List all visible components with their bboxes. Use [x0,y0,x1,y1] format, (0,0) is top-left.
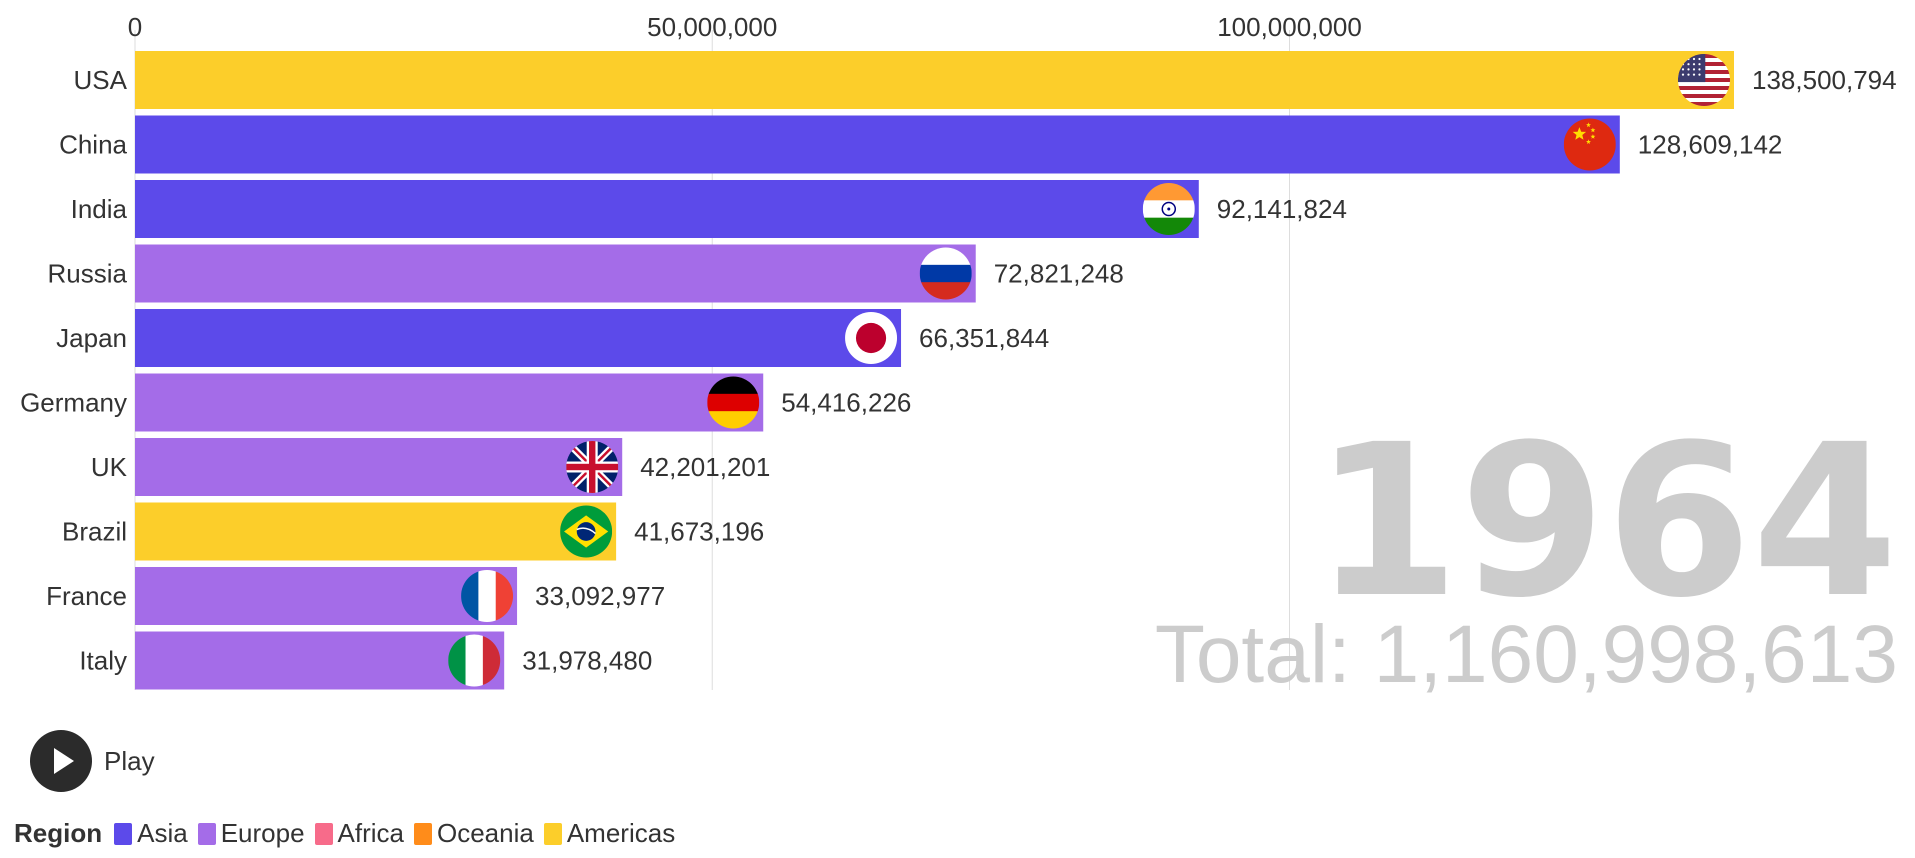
value-label-uk: 42,201,201 [640,452,770,482]
year-label: 1964 [1314,399,1898,644]
legend-label-americas: Americas [566,818,676,848]
legend-label-europe: Europe [220,818,305,848]
flag-italy-icon [448,634,501,687]
category-label-germany: Germany [20,388,127,418]
category-label-russia: Russia [48,259,128,289]
bar-group-india: India 92,141,824 [71,180,1347,238]
legend-label-africa: Africa [337,818,404,848]
category-label-china: China [59,130,127,160]
category-label-india: India [71,194,128,224]
value-label-japan: 66,351,844 [919,323,1049,353]
x-axis-ticks: 0 50,000,000 100,000,000 [128,12,1362,42]
flag-russia-icon [919,247,972,300]
bar-group-germany: Germany 54,416,226 [20,373,911,432]
bar-group-uk: UK 42,201,201 [91,438,770,496]
value-label-germany: 54,416,226 [781,388,911,418]
value-label-russia: 72,821,248 [994,259,1124,289]
legend-swatch-africa [314,822,333,845]
bars: USA 138,500,794 China 128,609,142 India 92,14… [20,51,1897,690]
bar-france [135,567,518,625]
play-label: Play [104,745,155,776]
legend-swatch-oceania [414,822,432,845]
value-label-brazil: 41,673,196 [634,517,764,547]
legend-item-africa[interactable]: Africa [314,818,404,849]
category-label-usa: USA [74,65,128,95]
bar-group-italy: Italy 31,978,480 [79,631,652,690]
legend-swatch-asia [114,822,133,845]
play-control[interactable]: Play [30,730,155,792]
tick-label-0: 0 [128,12,142,42]
flag-germany-icon [707,376,760,429]
play-button[interactable] [30,730,92,792]
category-label-japan: Japan [56,323,127,353]
total-label: Total: 1,160,998,613 [1155,609,1898,700]
flag-brazil-icon [560,505,613,558]
bar-japan [135,309,902,367]
legend-swatch-europe [197,822,216,845]
value-label-italy: 31,978,480 [522,646,652,676]
bar-usa [135,51,1734,109]
tick-label-50-000-000: 50,000,000 [647,12,777,42]
value-label-usa: 138,500,794 [1752,65,1897,95]
tick-label-100-000-000: 100,000,000 [1217,12,1362,42]
legend-item-asia[interactable]: Asia [114,818,188,849]
flag-japan-icon [845,312,898,364]
flag-uk-icon [566,441,619,493]
bar-group-brazil: Brazil 41,673,196 [62,502,764,561]
bar-italy [135,631,505,690]
bar-india [135,180,1199,238]
flag-usa-icon [1678,54,1730,106]
flag-france-icon [461,570,514,622]
legend-item-oceania[interactable]: Oceania [414,818,534,849]
legend-item-europe[interactable]: Europe [197,818,305,849]
bar-group-france: France 33,092,977 [46,567,665,625]
value-label-france: 33,092,977 [535,581,665,611]
value-label-india: 92,141,824 [1217,194,1347,224]
bar-uk [135,438,623,496]
bar-group-china: China 128,609,142 [59,115,1783,174]
flag-india-icon [1142,183,1195,235]
region-legend: Region Asia Europe Africa Oceania Americ… [14,818,685,849]
legend-title: Region [14,818,103,848]
bar-germany [135,373,764,432]
bar-china [135,115,1620,174]
category-label-france: France [46,581,127,611]
bar-group-russia: Russia 72,821,248 [48,244,1124,303]
legend-label-oceania: Oceania [437,818,534,848]
legend-swatch-americas [543,822,562,845]
flag-china-icon [1563,118,1616,171]
bar-group-japan: Japan 66,351,844 [56,309,1049,367]
category-label-uk: UK [91,452,128,482]
bar-russia [135,244,976,303]
legend-label-asia: Asia [137,818,188,848]
play-icon [54,748,74,774]
category-label-italy: Italy [79,646,127,676]
bar-group-usa: USA 138,500,794 [74,51,1897,109]
legend-item-americas[interactable]: Americas [543,818,676,849]
category-label-brazil: Brazil [62,517,127,547]
value-label-china: 128,609,142 [1638,130,1783,160]
bar-chart-race: 0 50,000,000 100,000,000 USA 138,500,794 Chi… [20,12,1898,700]
bar-brazil [135,502,617,561]
